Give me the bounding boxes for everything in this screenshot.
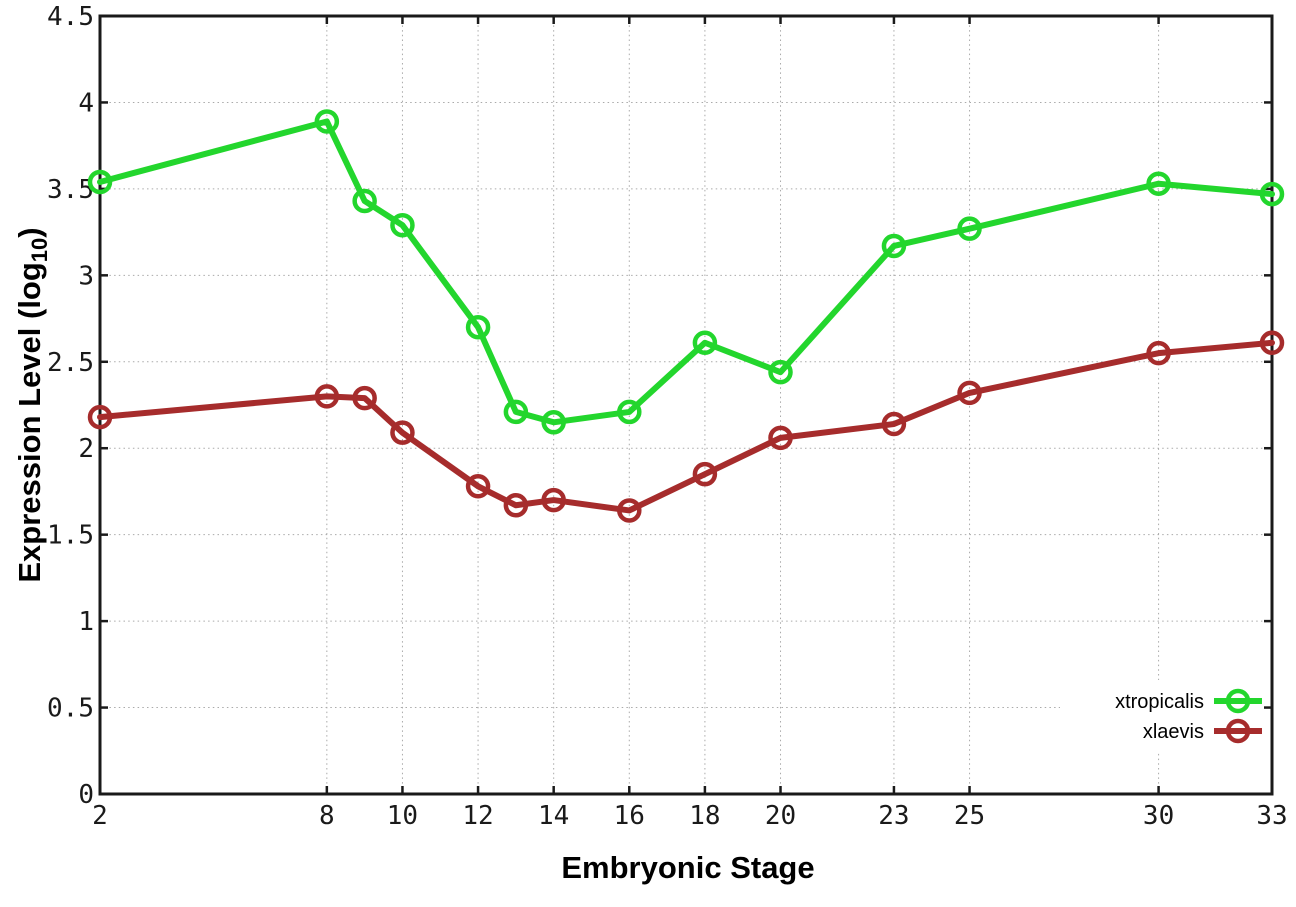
data-point-xlaevis — [692, 461, 718, 487]
tick-marks — [98, 14, 1274, 796]
y-tick-label: 4.5 — [47, 2, 94, 32]
y-tick-label: 2 — [78, 434, 94, 464]
data-point-xtropicalis — [617, 399, 642, 425]
series-xlaevis — [87, 330, 1285, 523]
x-tick-labels: 2 8 10 12 14 16 18 20 23 25 30 33 — [92, 801, 1287, 831]
x-tick-label: 8 — [319, 801, 335, 831]
data-point-xtropicalis — [465, 314, 491, 340]
x-tick-label: 16 — [614, 801, 645, 831]
legend-sample-marker-xlaevis — [1225, 718, 1251, 744]
data-point-xlaevis — [352, 385, 377, 411]
x-axis-title: Embryonic Stage — [561, 850, 814, 885]
data-point-xlaevis — [503, 493, 529, 518]
x-tick-label: 33 — [1256, 801, 1287, 831]
data-point-xlaevis — [957, 380, 982, 406]
data-point-xlaevis — [465, 474, 491, 499]
x-tick-label: 20 — [765, 801, 796, 831]
data-point-xtropicalis — [314, 109, 340, 134]
x-tick-label: 23 — [878, 801, 909, 831]
data-point-xlaevis — [881, 411, 907, 437]
data-point-xtropicalis — [541, 410, 566, 435]
y-tick-label: 0 — [78, 780, 94, 810]
legend-label-xlaevis: xlaevis — [1143, 721, 1204, 743]
x-tick-label: 2 — [92, 801, 108, 831]
data-point-xlaevis — [314, 384, 340, 409]
x-tick-label: 30 — [1143, 801, 1174, 831]
chart-layers: 2 8 10 12 14 16 18 20 23 25 30 33 0 0.5 1 1.5 2 2.5 3 3.5 4 4… — [47, 2, 1288, 831]
legend-label-xtropicalis: xtropicalis — [1115, 691, 1204, 713]
data-point-xtropicalis — [1146, 171, 1171, 196]
data-point-xtropicalis — [692, 330, 718, 356]
x-tick-label: 14 — [538, 801, 569, 831]
x-tick-label: 18 — [689, 801, 720, 831]
y-tick-label: 1.5 — [47, 521, 94, 551]
data-point-xlaevis — [390, 420, 415, 445]
data-point-xtropicalis — [352, 188, 377, 214]
data-point-xtropicalis — [503, 399, 529, 425]
legend-sample-marker-xtropicalis — [1225, 688, 1251, 714]
data-point-xtropicalis — [881, 233, 907, 259]
y-axis-title-main: Expression Level (log — [12, 262, 47, 582]
data-point-xlaevis — [768, 425, 793, 451]
y-tick-labels: 0 0.5 1 1.5 2 2.5 3 3.5 4 4.5 — [47, 2, 94, 810]
data-point-xtropicalis — [957, 216, 982, 241]
y-axis-title-sub: 10 — [27, 238, 52, 262]
data-point-xlaevis — [87, 404, 113, 430]
data-point-xtropicalis — [390, 212, 415, 238]
data-point-xlaevis — [1259, 330, 1285, 356]
y-tick-label: 4 — [78, 88, 94, 118]
x-tick-label: 25 — [954, 801, 985, 831]
y-tick-label: 0.5 — [47, 694, 94, 724]
x-tick-label: 12 — [462, 801, 493, 831]
series-xtropicalis — [87, 109, 1285, 435]
y-tick-label: 3 — [78, 261, 94, 291]
data-point-xtropicalis — [1259, 181, 1285, 207]
data-point-xtropicalis — [768, 359, 793, 385]
data-point-xlaevis — [617, 498, 642, 523]
series-line-xlaevis — [97, 339, 1275, 514]
data-point-xlaevis — [1146, 340, 1171, 366]
y-axis-title: Expression Level (log10) — [12, 227, 52, 582]
data-point-xlaevis — [541, 487, 566, 513]
y-axis-title-close: ) — [12, 227, 47, 237]
series-line-xtropicalis — [97, 118, 1275, 426]
y-tick-label: 1 — [78, 607, 94, 637]
legend: xtropicalis xlaevis — [1115, 688, 1262, 744]
legend-item-xlaevis: xlaevis — [1143, 718, 1262, 744]
x-tick-label: 10 — [387, 801, 418, 831]
y-tick-label: 3.5 — [47, 175, 94, 205]
legend-item-xtropicalis: xtropicalis — [1115, 688, 1262, 714]
data-point-xtropicalis — [87, 169, 113, 195]
y-tick-label: 2.5 — [47, 348, 94, 378]
